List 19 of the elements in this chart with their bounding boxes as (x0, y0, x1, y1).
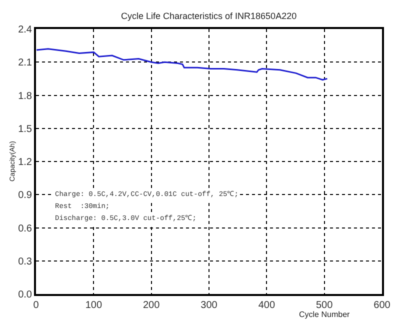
x-tick-label: 300 (200, 300, 218, 311)
x-tick-label: 500 (316, 300, 334, 311)
y-tick-label: 2.4 (18, 24, 32, 36)
y-tick-label: 0.0 (18, 290, 32, 300)
line-series (36, 48, 328, 81)
y-tick-label: 2.1 (18, 58, 32, 69)
y-tick-label: 0.9 (18, 190, 32, 202)
y-tick-label: 0.6 (18, 223, 32, 234)
y-tick-label: 0.3 (18, 256, 32, 268)
y-tick-label: 1.5 (18, 124, 32, 135)
x-axis-title: Cycle Number (299, 310, 350, 319)
y-tick-label: 1.8 (18, 90, 32, 102)
x-tick-label: 200 (142, 300, 160, 311)
x-tick-label: 0 (33, 300, 40, 311)
chart-title: Cycle Life Characteristics of INR18650A220 (121, 11, 297, 21)
y-tick-label: 1.2 (18, 157, 32, 168)
x-tick-label: 600 (374, 300, 391, 311)
x-tick-label: 100 (85, 300, 102, 311)
x-tick-label: 400 (258, 300, 276, 311)
